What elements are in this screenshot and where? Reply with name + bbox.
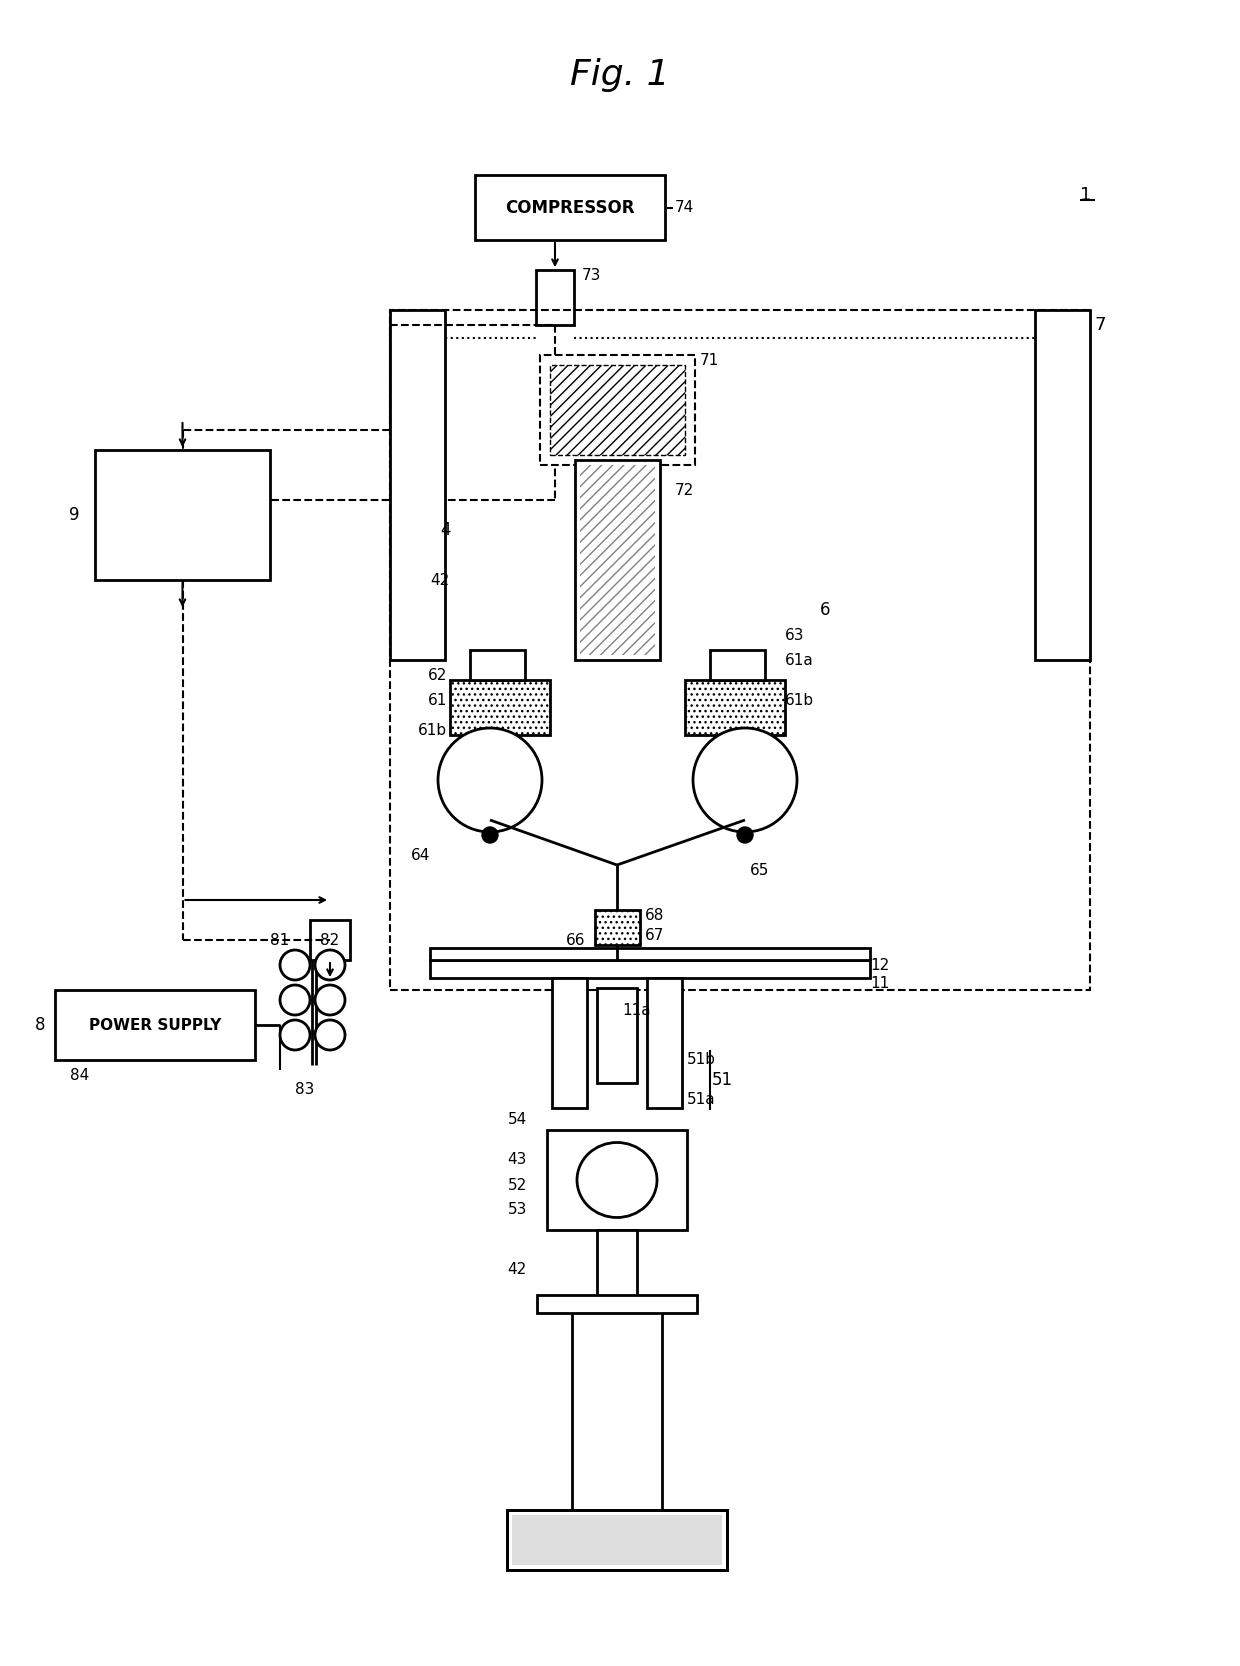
Ellipse shape <box>577 1143 657 1218</box>
Circle shape <box>737 826 753 843</box>
Text: 65: 65 <box>750 863 769 878</box>
Ellipse shape <box>315 985 345 1015</box>
Bar <box>575 460 660 660</box>
Bar <box>310 920 350 960</box>
Bar <box>391 310 1090 990</box>
Text: 1: 1 <box>1080 187 1091 203</box>
Text: 42: 42 <box>430 573 449 588</box>
Text: 71: 71 <box>701 353 719 368</box>
Bar <box>536 270 574 325</box>
Text: 64: 64 <box>410 848 430 863</box>
Text: 6: 6 <box>820 601 831 620</box>
Bar <box>507 1509 727 1569</box>
Circle shape <box>482 826 498 843</box>
Text: COMPRESSOR: COMPRESSOR <box>505 198 635 217</box>
Bar <box>450 680 551 735</box>
Text: 67: 67 <box>645 928 665 943</box>
Ellipse shape <box>315 950 345 980</box>
Text: 61b: 61b <box>418 723 446 738</box>
Text: 43: 43 <box>507 1153 527 1168</box>
Text: 61: 61 <box>428 693 446 708</box>
Text: 84: 84 <box>69 1068 89 1083</box>
Bar <box>711 650 765 680</box>
Bar <box>539 355 694 465</box>
Text: 52: 52 <box>507 1178 527 1193</box>
Bar <box>580 465 655 655</box>
Text: 12: 12 <box>870 958 889 973</box>
Text: 74: 74 <box>675 200 694 215</box>
Text: 51a: 51a <box>687 1093 715 1108</box>
Text: 11a: 11a <box>622 1003 651 1018</box>
Text: 63: 63 <box>785 628 805 643</box>
Text: 61a: 61a <box>785 653 813 668</box>
Bar <box>595 910 640 945</box>
Bar <box>391 310 445 660</box>
Text: 72: 72 <box>675 483 694 498</box>
Bar <box>475 175 665 240</box>
Bar <box>55 990 255 1060</box>
Bar <box>430 960 870 978</box>
Text: 51b: 51b <box>687 1053 715 1068</box>
Text: 73: 73 <box>582 268 601 283</box>
Text: 61b: 61b <box>785 693 815 708</box>
Text: 8: 8 <box>35 1016 45 1035</box>
Bar <box>572 1309 662 1509</box>
Text: 4: 4 <box>440 521 450 540</box>
Text: 11: 11 <box>870 976 889 991</box>
Bar <box>552 978 587 1108</box>
Bar <box>551 365 684 455</box>
Text: 42: 42 <box>507 1263 527 1278</box>
Bar <box>470 650 525 680</box>
Bar <box>507 1509 727 1569</box>
Ellipse shape <box>315 1020 345 1050</box>
Bar <box>1035 310 1090 660</box>
Text: POWER SUPPLY: POWER SUPPLY <box>89 1018 221 1033</box>
Circle shape <box>438 728 542 831</box>
Text: 53: 53 <box>507 1203 527 1218</box>
Bar <box>596 988 637 1083</box>
Bar <box>95 450 270 580</box>
Bar <box>684 680 785 735</box>
Text: Fig. 1: Fig. 1 <box>570 58 670 92</box>
Bar <box>537 1294 697 1313</box>
Text: 82: 82 <box>320 933 340 948</box>
Bar <box>647 978 682 1108</box>
Text: 81: 81 <box>270 933 289 948</box>
Text: 68: 68 <box>645 908 665 923</box>
Text: 51: 51 <box>712 1071 733 1090</box>
Text: 66: 66 <box>565 933 585 948</box>
Text: 7: 7 <box>1095 317 1106 333</box>
Ellipse shape <box>280 985 310 1015</box>
Ellipse shape <box>280 1020 310 1050</box>
Text: 62: 62 <box>428 668 446 683</box>
Text: 54: 54 <box>507 1113 527 1128</box>
Circle shape <box>693 728 797 831</box>
Text: 9: 9 <box>69 506 81 525</box>
Bar <box>430 948 870 960</box>
Text: 83: 83 <box>295 1083 315 1098</box>
Bar <box>596 1230 637 1309</box>
Ellipse shape <box>280 950 310 980</box>
Bar <box>547 1130 687 1230</box>
Bar <box>512 1514 722 1564</box>
